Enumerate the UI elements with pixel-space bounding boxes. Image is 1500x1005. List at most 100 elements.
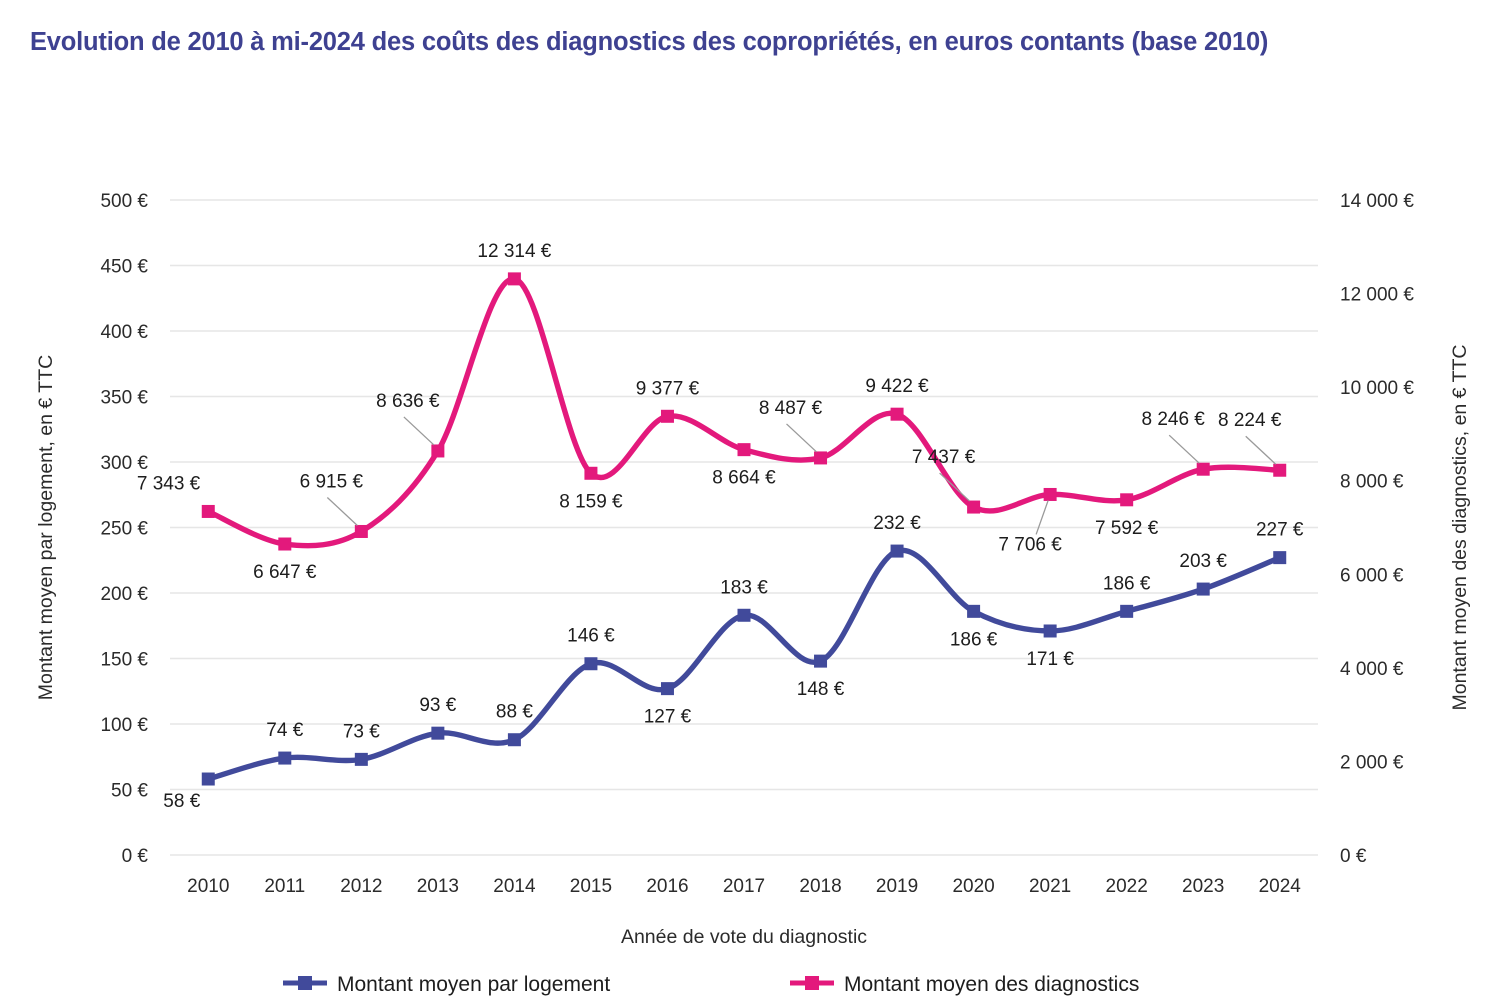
- data-point-marker: [1196, 462, 1210, 476]
- data-label: 7 343 €: [137, 473, 201, 494]
- data-point-marker: [1273, 551, 1287, 565]
- data-label: 227 €: [1256, 520, 1304, 541]
- x-tick-label: 2013: [417, 876, 459, 897]
- data-label: 186 €: [1103, 573, 1151, 594]
- data-label: 8 664 €: [712, 468, 776, 489]
- data-label: 127 €: [644, 707, 692, 728]
- x-tick-label: 2022: [1106, 876, 1148, 897]
- series-line: [205, 276, 1283, 549]
- data-label: 73 €: [343, 721, 380, 742]
- data-point-marker: [354, 524, 368, 538]
- data-point-marker: [278, 751, 292, 765]
- data-point-marker: [278, 537, 292, 551]
- data-point-marker: [660, 682, 674, 696]
- y-left-axis-title: Montant moyen par logement, en € TTC: [35, 355, 57, 700]
- label-leader-line: [403, 416, 435, 446]
- y-left-tick-label: 200 €: [100, 584, 148, 605]
- data-point-marker: [1043, 487, 1057, 501]
- data-label: 183 €: [720, 577, 768, 598]
- x-tick-label: 2021: [1029, 876, 1071, 897]
- data-label: 146 €: [567, 626, 615, 647]
- x-axis-title: Année de vote du diagnostic: [621, 926, 867, 948]
- legend-logement[interactable]: Montant moyen par logement: [337, 973, 610, 996]
- x-tick-label: 2017: [723, 876, 765, 897]
- data-label: 74 €: [266, 720, 303, 741]
- data-label: 7 706 €: [998, 534, 1062, 555]
- y-left-tick-label: 100 €: [100, 715, 148, 736]
- data-label: 171 €: [1026, 649, 1074, 670]
- data-point-marker: [1196, 582, 1210, 596]
- data-label: 6 647 €: [253, 562, 317, 583]
- y-left-tick-label: 400 €: [100, 322, 148, 343]
- label-leader-line: [1245, 435, 1277, 465]
- y-right-tick-label: 4 000 €: [1340, 659, 1404, 680]
- data-label: 8 224 €: [1218, 410, 1282, 431]
- data-label: 58 €: [163, 791, 200, 812]
- data-point-marker: [1273, 463, 1287, 477]
- data-label: 88 €: [496, 702, 533, 723]
- data-point-marker: [814, 654, 828, 668]
- legend-marker-1: [298, 976, 312, 990]
- x-tick-label: 2019: [876, 876, 918, 897]
- x-tick-label: 2018: [799, 876, 841, 897]
- label-leader-line: [786, 423, 817, 453]
- y-right-tick-label: 6 000 €: [1340, 565, 1404, 586]
- data-point-marker: [354, 752, 368, 766]
- x-tick-label: 2023: [1182, 876, 1224, 897]
- page-title: Evolution de 2010 à mi-2024 des coûts de…: [30, 28, 1269, 56]
- x-tick-label: 2015: [570, 876, 612, 897]
- data-point-marker: [507, 272, 521, 286]
- y-right-tick-label: 2 000 €: [1340, 752, 1404, 773]
- x-tick-label: 2011: [264, 876, 305, 897]
- y-right-tick-label: 10 000 €: [1340, 378, 1414, 399]
- data-point-marker: [967, 604, 981, 618]
- data-point-marker: [814, 451, 828, 465]
- data-point-marker: [1043, 624, 1057, 638]
- data-point-marker: [890, 544, 904, 558]
- label-leader-line: [1035, 500, 1049, 535]
- y-left-tick-label: 250 €: [100, 519, 148, 540]
- data-label: 148 €: [797, 679, 845, 700]
- data-label: 8 159 €: [559, 491, 623, 512]
- data-point-marker: [201, 772, 215, 786]
- y-left-tick-label: 300 €: [100, 453, 148, 474]
- data-label: 9 377 €: [636, 378, 700, 399]
- data-point-marker: [967, 500, 981, 514]
- data-label: 7 592 €: [1095, 518, 1159, 539]
- x-tick-label: 2012: [340, 876, 382, 897]
- x-tick-label: 2010: [187, 876, 229, 897]
- y-left-tick-label: 50 €: [111, 781, 148, 802]
- legend-marker-2: [805, 976, 819, 990]
- data-point-marker: [431, 444, 445, 458]
- y-left-tick-label: 150 €: [100, 650, 148, 671]
- y-right-tick-label: 8 000 €: [1340, 472, 1404, 493]
- y-left-tick-label: 0 €: [122, 846, 149, 867]
- label-leader-line: [1168, 434, 1200, 464]
- y-right-tick-label: 14 000 €: [1340, 191, 1414, 212]
- data-label: 93 €: [419, 695, 456, 716]
- data-point-marker: [507, 733, 521, 747]
- data-label: 8 487 €: [759, 398, 823, 419]
- label-leader-line: [326, 497, 358, 526]
- data-point-marker: [201, 504, 215, 518]
- data-label: 8 636 €: [376, 391, 440, 412]
- y-left-tick-label: 350 €: [100, 388, 148, 409]
- data-point-marker: [584, 466, 598, 480]
- data-label: 232 €: [873, 513, 921, 534]
- legend-diagnostics[interactable]: Montant moyen des diagnostics: [844, 973, 1139, 996]
- data-point-marker: [660, 409, 674, 423]
- data-point-marker: [584, 657, 598, 671]
- data-point-marker: [737, 443, 751, 457]
- y-right-tick-label: 12 000 €: [1340, 285, 1414, 306]
- data-point-marker: [1120, 604, 1134, 618]
- x-tick-label: 2016: [646, 876, 688, 897]
- data-label: 186 €: [950, 629, 998, 650]
- x-tick-label: 2020: [952, 876, 994, 897]
- data-label: 8 246 €: [1141, 409, 1205, 430]
- data-label: 12 314 €: [477, 241, 551, 262]
- y-right-axis-title: Montant moyen des diagnostics, en € TTC: [1449, 345, 1471, 711]
- y-right-tick-label: 0 €: [1340, 846, 1367, 867]
- data-point-marker: [1120, 493, 1134, 507]
